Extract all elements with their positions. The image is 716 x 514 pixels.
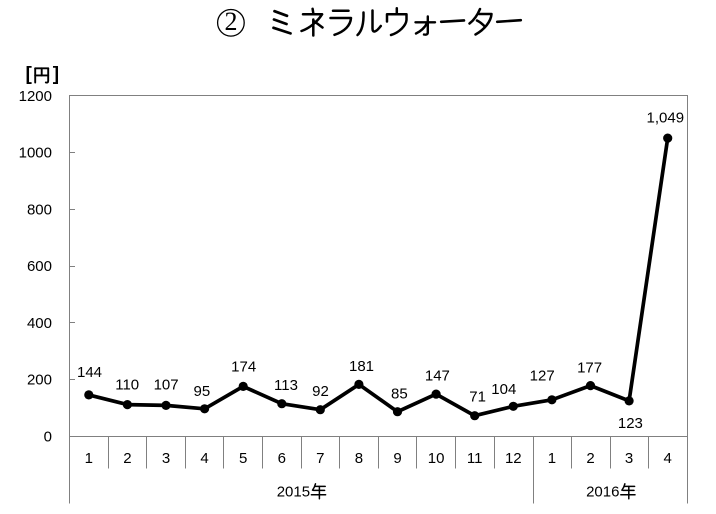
svg-text:6: 6 <box>278 450 286 467</box>
svg-text:104: 104 <box>491 381 516 398</box>
svg-text:177: 177 <box>577 359 602 376</box>
svg-text:181: 181 <box>349 358 374 375</box>
svg-text:127: 127 <box>530 368 555 385</box>
svg-text:800: 800 <box>27 202 52 219</box>
svg-text:2: 2 <box>586 450 594 467</box>
svg-text:0: 0 <box>44 429 52 446</box>
svg-text:3: 3 <box>625 450 633 467</box>
svg-text:85: 85 <box>391 386 408 403</box>
svg-text:12: 12 <box>505 450 522 467</box>
svg-text:1: 1 <box>548 450 556 467</box>
svg-text:400: 400 <box>27 315 52 332</box>
svg-text:11: 11 <box>467 450 483 467</box>
svg-text:1,049: 1,049 <box>647 109 685 126</box>
svg-text:9: 9 <box>393 450 401 467</box>
svg-text:7: 7 <box>316 450 324 467</box>
svg-text:4: 4 <box>664 450 672 467</box>
svg-text:1000: 1000 <box>19 145 52 162</box>
svg-text:95: 95 <box>194 383 211 400</box>
svg-text:92: 92 <box>312 383 329 400</box>
svg-text:10: 10 <box>428 450 445 467</box>
svg-text:3: 3 <box>162 450 170 467</box>
svg-text:110: 110 <box>115 376 139 393</box>
svg-text:5: 5 <box>239 450 247 467</box>
svg-text:144: 144 <box>77 364 102 381</box>
svg-text:8: 8 <box>355 450 363 467</box>
svg-text:107: 107 <box>154 376 179 393</box>
svg-text:2016: 2016 <box>586 484 619 501</box>
svg-text:2015: 2015 <box>277 484 310 501</box>
svg-text:4: 4 <box>200 450 208 467</box>
svg-text:147: 147 <box>425 367 450 384</box>
svg-text:[: [ <box>26 64 33 85</box>
svg-text:123: 123 <box>618 415 643 432</box>
svg-text:600: 600 <box>27 258 52 275</box>
svg-text:200: 200 <box>27 372 52 389</box>
svg-text:2: 2 <box>225 7 238 36</box>
svg-text:]: ] <box>53 64 59 85</box>
svg-text:1200: 1200 <box>19 88 52 105</box>
svg-text:174: 174 <box>231 359 256 376</box>
svg-text:2: 2 <box>123 450 131 467</box>
svg-text:113: 113 <box>274 377 298 394</box>
svg-text:71: 71 <box>469 389 486 406</box>
svg-text:1: 1 <box>85 450 93 467</box>
